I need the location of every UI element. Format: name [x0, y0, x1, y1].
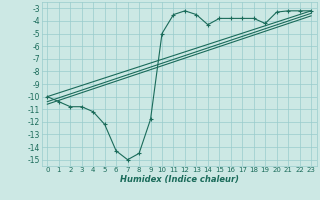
X-axis label: Humidex (Indice chaleur): Humidex (Indice chaleur): [120, 175, 239, 184]
